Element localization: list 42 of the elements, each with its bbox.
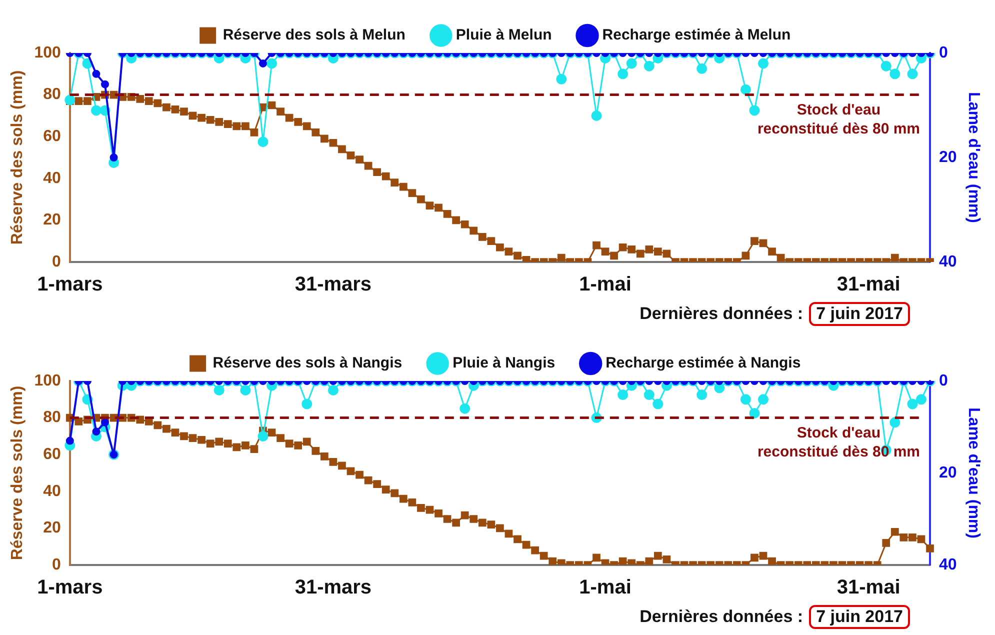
x-tick-label: 31-mai: [836, 576, 900, 599]
x-tick-label: 31-mars: [294, 274, 372, 296]
x-tick-label: 1-mai: [579, 274, 632, 296]
ref-line-label: Stock d'eau reconstitué dès 80 mm: [757, 424, 920, 460]
ref-line-label: Stock d'eau reconstitué dès 80 mm: [757, 101, 920, 138]
text: 7 juin 2017: [809, 302, 910, 326]
legend-label: Recharge estimée à Melun: [602, 26, 791, 44]
y-tick-label: 20: [43, 212, 61, 229]
legend-label: Recharge estimée à Nangis: [606, 354, 801, 372]
y-tick-label: 100: [34, 44, 61, 62]
y2-tick-label: 40: [939, 556, 957, 574]
x-tick-label: 31-mai: [836, 274, 900, 296]
y2-axis-title: Lame d'eau (mm): [964, 92, 982, 223]
y2-tick-label: 40: [939, 253, 957, 270]
y-tick-label: 0: [52, 556, 61, 574]
y-tick-label: 60: [43, 128, 61, 146]
y-tick-label: 0: [52, 253, 61, 270]
x-tick-label: 1-mai: [579, 576, 632, 599]
y-axis-title: Réserve des sols (mm): [9, 70, 26, 245]
legend-label: Réserve des sols à Melun: [222, 26, 406, 44]
legend-label: Pluie à Nangis: [452, 354, 556, 372]
y-tick-label: 40: [43, 170, 61, 187]
y2-tick-label: 0: [939, 372, 948, 390]
x-tick-label: 1-mars: [37, 576, 103, 599]
y2-axis-title: Lame d'eau (mm): [964, 408, 982, 538]
text: Dernières données :: [640, 607, 804, 627]
y-tick-label: 20: [43, 520, 61, 537]
x-tick-label: 31-mars: [294, 576, 372, 599]
legend-label: Pluie à Melun: [456, 26, 552, 44]
text: 7 juin 2017: [809, 605, 910, 629]
y-tick-label: 60: [43, 446, 61, 464]
legend-label: Réserve des sols à Nangis: [212, 354, 402, 372]
y2-tick-label: 20: [939, 464, 957, 482]
y-axis-title: Réserve des sols (mm): [9, 386, 26, 560]
x-tick-label: 1-mars: [37, 274, 103, 296]
y-tick-label: 40: [43, 482, 61, 500]
y-tick-label: 80: [43, 409, 61, 426]
text: Dernières données :: [640, 304, 804, 324]
y2-tick-label: 0: [939, 44, 948, 62]
y-tick-label: 80: [43, 86, 61, 104]
y-tick-label: 100: [34, 372, 61, 390]
y2-tick-label: 20: [939, 148, 957, 166]
